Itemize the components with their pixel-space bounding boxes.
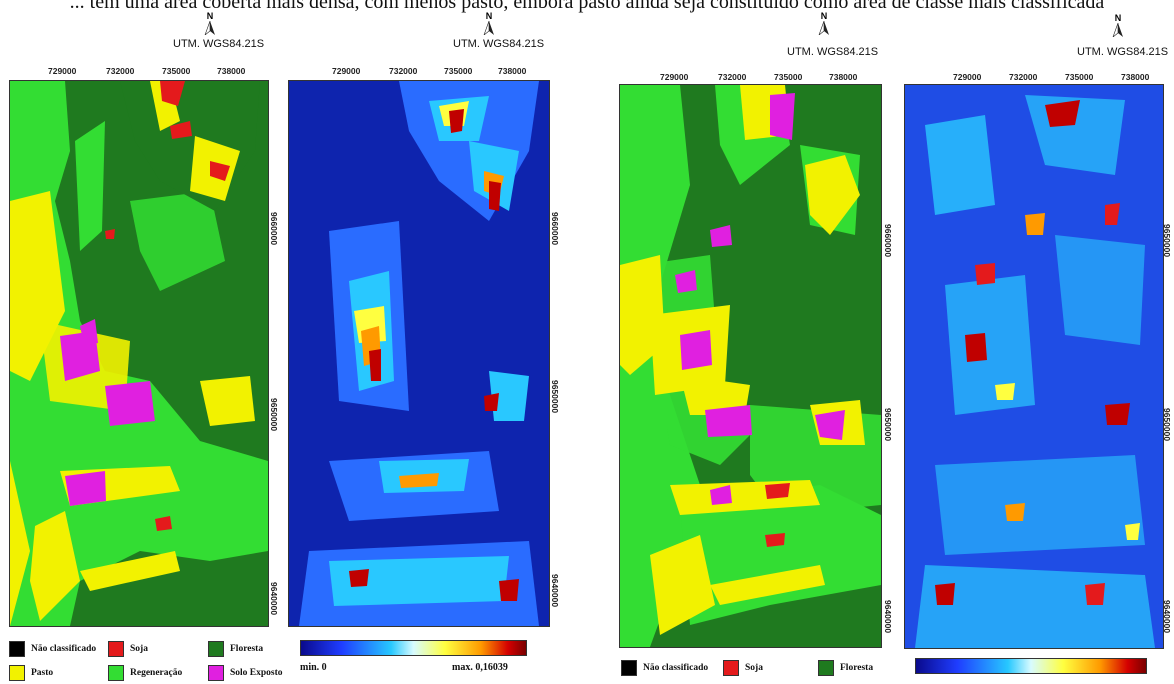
- x-tick-label: 732000: [389, 66, 418, 76]
- legend-swatch: [208, 665, 224, 681]
- uncertainty-colorbar: [915, 658, 1147, 674]
- y-tick-label: 9640000: [550, 574, 560, 608]
- legend-item: Floresta: [818, 660, 873, 676]
- x-tick-label: 729000: [660, 72, 689, 82]
- uncertainty-colorbar: [300, 640, 527, 656]
- map-raster: [10, 81, 268, 626]
- x-tick-label: 738000: [498, 66, 527, 76]
- x-tick-label: 729000: [332, 66, 361, 76]
- legend-label: Pasto: [31, 668, 54, 678]
- legend-label: Solo Exposto: [230, 668, 283, 678]
- legend-item: Regeneração: [108, 665, 182, 681]
- y-tick-label: 9650000: [269, 398, 279, 432]
- y-tick-label: 9650000: [883, 408, 893, 442]
- y-tick-label: 9660000: [550, 212, 560, 246]
- y-tick-label: 9660000: [883, 224, 893, 258]
- land-cover-classification-map: [9, 80, 269, 627]
- y-tick-label: 9640000: [883, 600, 893, 634]
- legend-item: Floresta: [208, 641, 263, 657]
- colorbar-min-label: min. 0: [300, 662, 327, 673]
- x-tick-label: 735000: [162, 66, 191, 76]
- legend-item: Não classificado: [9, 641, 96, 657]
- legend-label: Não classificado: [643, 663, 709, 673]
- north-arrow-icon: N: [477, 12, 501, 40]
- x-tick-label: 732000: [106, 66, 135, 76]
- legend-label: Soja: [745, 663, 763, 673]
- x-tick-label: 735000: [444, 66, 473, 76]
- legend-label: Floresta: [230, 644, 264, 654]
- crs-label: UTM. WGS84.21S: [1077, 46, 1169, 58]
- legend-swatch: [208, 641, 224, 657]
- map-raster: [620, 85, 881, 647]
- y-tick-label: 9660000: [269, 212, 279, 246]
- crs-label: UTM. WGS84.21S: [173, 38, 265, 50]
- x-tick-label: 729000: [953, 72, 982, 82]
- legend-item: Solo Exposto: [208, 665, 283, 681]
- legend-swatch: [818, 660, 834, 676]
- legend-label: Regeneração: [130, 668, 183, 678]
- north-arrow-icon: N: [1106, 14, 1130, 42]
- north-arrow-icon: N: [812, 12, 836, 40]
- legend-item: Não classificado: [621, 660, 708, 676]
- uncertainty-map: [904, 84, 1164, 649]
- legend-item: Pasto: [9, 665, 53, 681]
- uncertainty-map: [288, 80, 550, 627]
- x-tick-label: 738000: [217, 66, 246, 76]
- x-tick-label: 735000: [1065, 72, 1094, 82]
- north-arrow-icon: N: [198, 12, 222, 40]
- legend-swatch: [621, 660, 637, 676]
- figure-caption: ... tem uma área coberta mais densa, com…: [69, 0, 1105, 13]
- y-tick-label: 9640000: [269, 582, 279, 616]
- x-tick-label: 729000: [48, 66, 77, 76]
- x-tick-label: 738000: [1121, 72, 1150, 82]
- x-tick-label: 732000: [718, 72, 747, 82]
- x-tick-label: 738000: [829, 72, 858, 82]
- legend-swatch: [9, 665, 25, 681]
- legend-item: Soja: [108, 641, 148, 657]
- crs-label: UTM. WGS84.21S: [453, 38, 545, 50]
- colorbar-max-label: max. 0,16039: [452, 662, 508, 673]
- y-tick-label: 9650000: [550, 380, 560, 414]
- legend-label: Não classificado: [31, 644, 97, 654]
- map-raster: [905, 85, 1163, 648]
- x-tick-label: 732000: [1009, 72, 1038, 82]
- x-tick-label: 735000: [774, 72, 803, 82]
- legend-label: Floresta: [840, 663, 874, 673]
- legend-swatch: [9, 641, 25, 657]
- legend-label: Soja: [130, 644, 148, 654]
- legend-swatch: [108, 665, 124, 681]
- legend-swatch: [108, 641, 124, 657]
- legend-swatch: [723, 660, 739, 676]
- land-cover-classification-map: [619, 84, 882, 648]
- map-raster: [289, 81, 549, 626]
- legend-item: Soja: [723, 660, 763, 676]
- crs-label: UTM. WGS84.21S: [787, 46, 879, 58]
